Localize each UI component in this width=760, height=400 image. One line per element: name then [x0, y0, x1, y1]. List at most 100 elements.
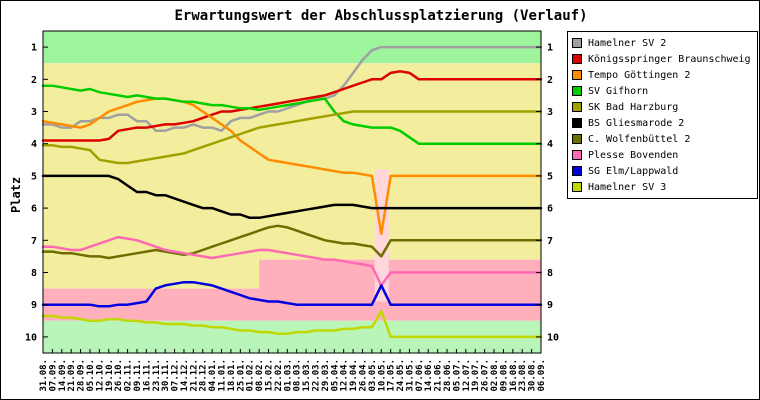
x-tick-label: 01.03. — [283, 359, 293, 392]
zone-uncertainty — [374, 169, 389, 302]
x-tick-label: 12.07. — [462, 359, 472, 392]
series-line-tempo-g-ttingen-2 — [41, 97, 543, 236]
series-line-hamelner-sv-2 — [41, 45, 543, 133]
x-tick-label: 14.06. — [424, 359, 434, 392]
y-tick-label-right: 6 — [547, 204, 553, 215]
x-tick-label: 12.10. — [95, 359, 105, 392]
legend-item-5: SK Bad Harzburg — [572, 99, 753, 115]
legend-label: Hamelner SV 2 — [588, 37, 667, 49]
x-tick-label: 22.03. — [311, 359, 321, 392]
x-tick-label: 06.09. — [537, 359, 547, 392]
legend-label: Tempo Göttingen 2 — [588, 69, 691, 81]
x-tick-label: 25.01. — [236, 359, 246, 392]
y-tick-label-right: 8 — [547, 268, 553, 279]
legend-swatch-icon — [572, 150, 582, 160]
legend-swatch-icon — [572, 182, 582, 192]
legend-swatch-icon — [572, 38, 582, 48]
y-tick-label-right: 3 — [547, 107, 553, 118]
legend-swatch-icon — [572, 86, 582, 96]
x-tick-label: 21.06. — [434, 359, 444, 392]
x-tick-label: 14.09. — [58, 359, 68, 392]
x-tick-label: 16.11. — [142, 359, 152, 392]
legend-item-2: Königsspringer Braunschweig — [572, 51, 753, 67]
y-tick-label-left: 4 — [31, 139, 37, 150]
legend-item-7: C. Wolfenbüttel 2 — [572, 131, 753, 147]
x-tick-label: 28.12. — [199, 359, 209, 392]
x-tick-label: 26.10. — [114, 359, 124, 392]
x-tick-label: 05.10. — [86, 359, 96, 392]
legend-label: C. Wolfenbüttel 2 — [588, 133, 691, 145]
legend-box: Hamelner SV 2 Königsspringer Braunschweig… — [567, 31, 758, 199]
x-tick-label: 07.12. — [171, 359, 181, 392]
x-tick-label: 14.12. — [180, 359, 190, 392]
series-line-c-wolfenb-ttel-2 — [41, 224, 543, 260]
x-tick-label: 23.08. — [518, 359, 528, 392]
legend-swatch-icon — [572, 54, 582, 64]
legend-label: SV Gifhorn — [588, 85, 649, 97]
legend-swatch-icon — [572, 134, 582, 144]
legend-swatch-icon — [572, 118, 582, 128]
legend-swatch-icon — [572, 166, 582, 176]
legend-label: Königsspringer Braunschweig — [588, 53, 751, 65]
y-tick-label-left: 5 — [31, 171, 37, 182]
legend-item-6: BS Gliesmarode 2 — [572, 115, 753, 131]
x-tick-label: 16.08. — [509, 359, 519, 392]
x-tick-label: 12.04. — [340, 359, 350, 392]
y-tick-label-left: 6 — [31, 204, 37, 215]
y-axis: 1 1 2 2 3 3 4 4 5 5 6 6 7 7 8 8 9 9 10 10 — [25, 43, 559, 344]
x-tick-label: 05.04. — [330, 359, 340, 392]
x-tick-label: 30.11. — [161, 359, 171, 392]
zone-yellow — [43, 63, 541, 289]
series-line-sg-elm-lappwald — [41, 280, 543, 308]
legend-item-10: Hamelner SV 3 — [572, 179, 753, 195]
legend-label: SK Bad Harzburg — [588, 101, 679, 113]
x-tick-label: 19.07. — [471, 359, 481, 392]
x-tick-label: 05.07. — [452, 359, 462, 392]
x-tick-label: 31.05. — [405, 359, 415, 392]
zone-bottom-green — [43, 320, 541, 353]
series-line-k-nigsspringer-braunschweig — [41, 70, 543, 142]
x-tick-label: 28.09. — [77, 359, 87, 392]
series-line-sk-bad-harzburg — [41, 110, 543, 165]
legend-swatch-icon — [572, 102, 582, 112]
legend-label: SG Elm/Lappwald — [588, 165, 679, 177]
series-line-plesse-bovenden — [41, 235, 543, 287]
x-tick-label: 02.11. — [124, 359, 134, 392]
x-tick-label: 03.05. — [368, 359, 378, 392]
x-tick-label: 07.06. — [415, 359, 425, 392]
legend-item-3: Tempo Göttingen 2 — [572, 67, 753, 83]
y-tick-label-left: 7 — [31, 236, 37, 247]
x-tick-label: 31.08. — [39, 359, 49, 392]
x-tick-label: 04.01. — [208, 359, 218, 392]
y-tick-label-left: 9 — [31, 300, 37, 311]
series-lines — [41, 45, 543, 339]
legend-item-8: Plesse Bovenden — [572, 147, 753, 163]
x-tick-label: 01.02. — [246, 359, 256, 392]
x-tick-label: 19.04. — [349, 359, 359, 392]
zone-top-green — [43, 31, 541, 64]
y-tick-label-left: 3 — [31, 107, 37, 118]
x-tick-label: 10.05. — [377, 359, 387, 392]
x-tick-label: 26.07. — [481, 359, 491, 392]
legend-label: BS Gliesmarode 2 — [588, 117, 685, 129]
x-tick-label: 15.02. — [265, 359, 275, 392]
y-tick-label-left: 8 — [31, 268, 37, 279]
y-tick-label-left: 2 — [31, 75, 37, 86]
series-line-bs-gliesmarode-2 — [41, 174, 543, 220]
x-tick-label: 17.05. — [387, 359, 397, 392]
x-tick-label: 21.09. — [67, 359, 77, 392]
y-tick-label-right: 1 — [547, 43, 553, 54]
legend-swatch-icon — [572, 70, 582, 80]
y-tick-label-right: 10 — [547, 332, 559, 343]
x-tick-label: 28.06. — [443, 359, 453, 392]
x-axis: 31.08. 07.09. 14.09. 21.09. 28.09. 05.10. 12.1… — [39, 349, 547, 392]
x-tick-label: 21.12. — [189, 359, 199, 392]
x-tick-label: 11.01. — [218, 359, 228, 392]
x-tick-label: 24.05. — [396, 359, 406, 392]
x-tick-label: 02.08. — [490, 359, 500, 392]
y-tick-label-right: 9 — [547, 300, 553, 311]
y-tick-label-right: 5 — [547, 171, 553, 182]
x-tick-label: 30.08. — [528, 359, 538, 392]
